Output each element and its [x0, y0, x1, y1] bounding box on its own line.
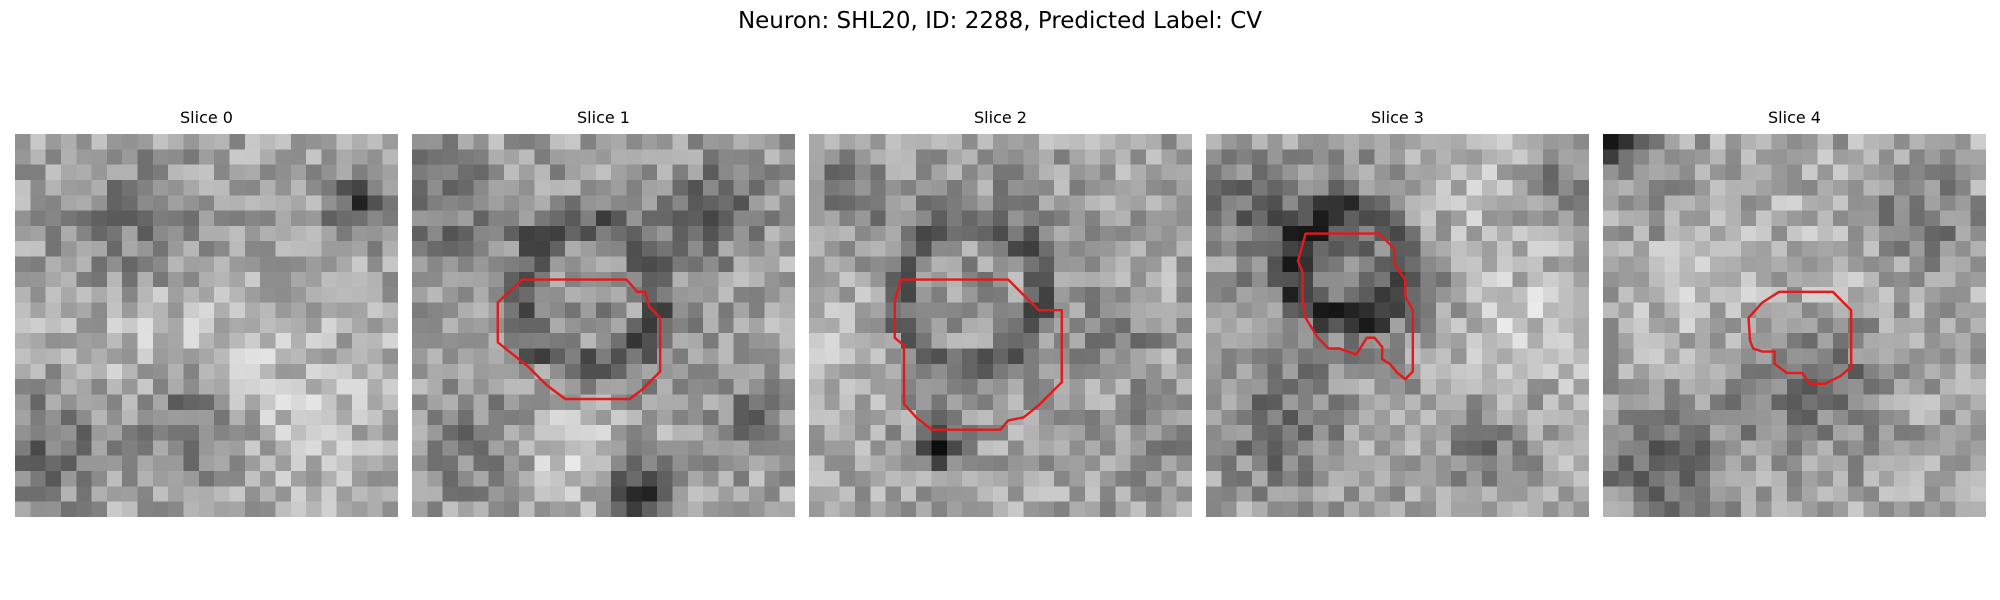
contour-polygon [893, 278, 1064, 431]
slice-image [1603, 134, 1986, 517]
slice-title: Slice 0 [180, 108, 233, 127]
contour-polygon [1747, 290, 1853, 385]
segmentation-contour [893, 278, 1064, 431]
slice-image [809, 134, 1192, 517]
slice-title: Slice 4 [1768, 108, 1821, 127]
slice-panel-2: Slice 2 [809, 108, 1192, 517]
slice-image [15, 134, 398, 517]
segmentation-contour [1296, 232, 1415, 381]
slice-title: Slice 2 [974, 108, 1027, 127]
figure-title: Neuron: SHL20, ID: 2288, Predicted Label… [737, 8, 1263, 34]
contour-polygon [496, 278, 662, 401]
slice-panel-4: Slice 4 [1603, 108, 1986, 517]
segmentation-contour [15, 134, 398, 517]
slice-panel-3: Slice 3 [1206, 108, 1589, 517]
slice-title: Slice 3 [1371, 108, 1424, 127]
slice-panel-0: Slice 0 [15, 108, 398, 517]
segmentation-contour [1747, 290, 1853, 385]
slice-image [412, 134, 795, 517]
slice-title: Slice 1 [577, 108, 630, 127]
contour-polygon [1296, 232, 1415, 381]
segmentation-contour [496, 278, 662, 401]
slice-panel-1: Slice 1 [412, 108, 795, 517]
slice-image [1206, 134, 1589, 517]
